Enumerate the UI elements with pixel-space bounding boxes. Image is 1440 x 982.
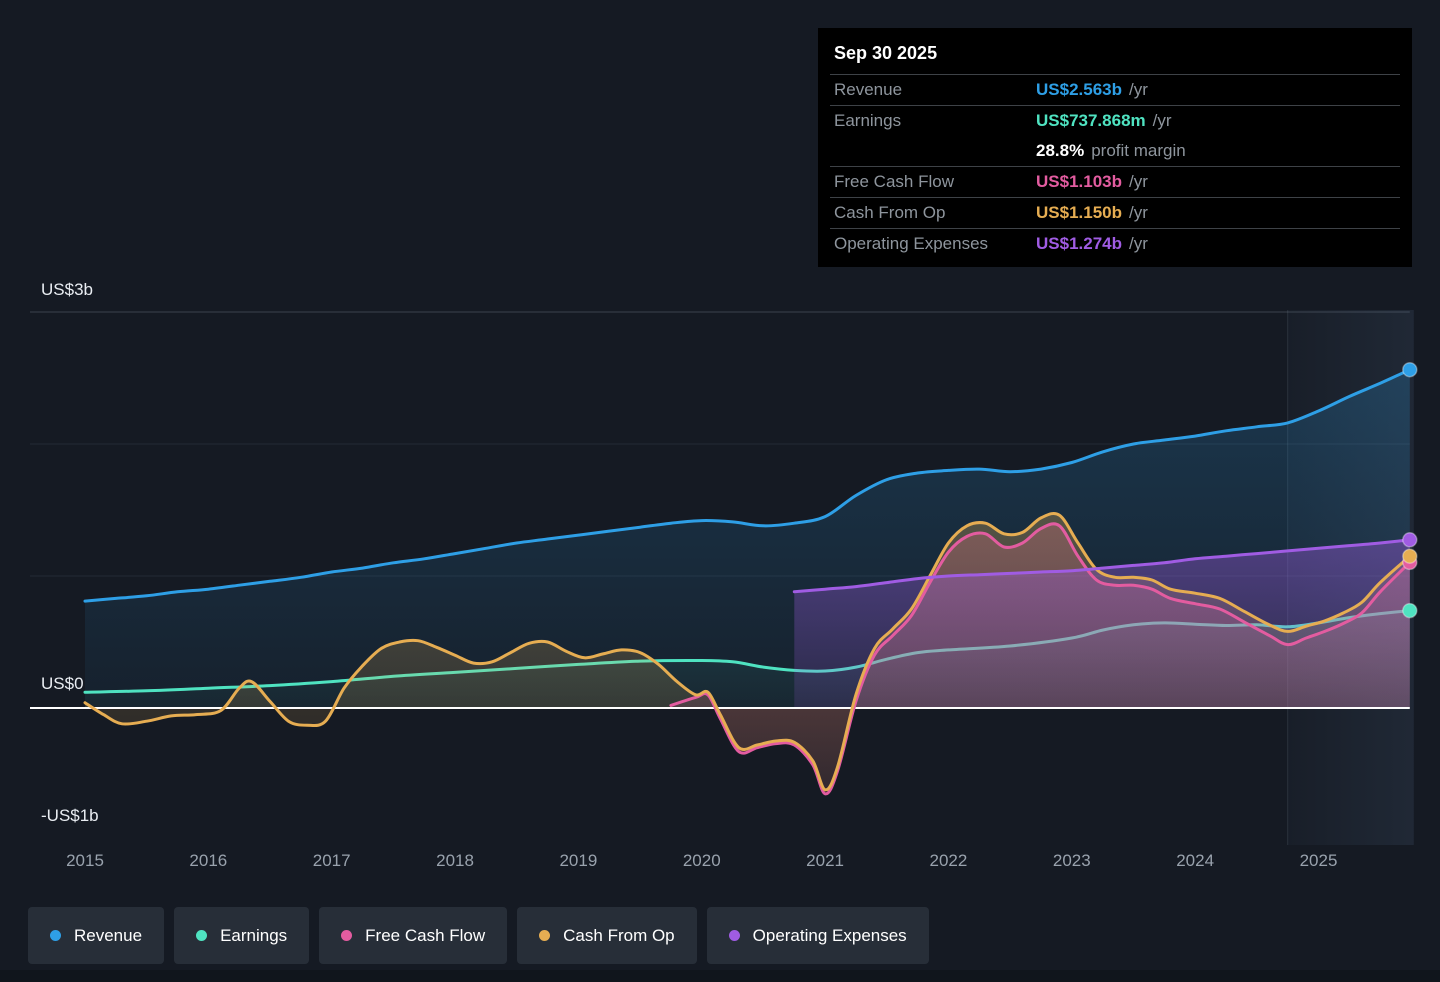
tooltip-separator <box>830 166 1400 167</box>
x-axis: 2015 2016 2017 2018 2019 2020 2021 2022 2023 2024… <box>0 851 1440 875</box>
revenue-line <box>83 368 1412 603</box>
earnings-end-dot[interactable] <box>1402 602 1418 619</box>
legend-item-label: Earnings <box>220 925 288 945</box>
tooltip-rows: Revenue US$2.563b/yr Earnings US$737.868m/y… <box>818 74 1412 259</box>
y-axis-label-top: US$3b <box>41 280 93 299</box>
tooltip-row-earnings: Earnings US$737.868m/yr <box>818 106 1412 136</box>
x-tick-2018: 2018 <box>436 851 474 870</box>
tooltip-row-value: US$1.274b <box>1036 234 1122 253</box>
tooltip-row-value: US$1.103b <box>1036 172 1122 191</box>
legend-item-free-cash-flow[interactable]: Free Cash Flow <box>319 907 508 964</box>
y-axis-label-zero: US$0 <box>41 674 84 693</box>
operating-expenses-dot-icon <box>728 930 740 941</box>
x-tick-2019: 2019 <box>559 851 598 870</box>
x-tick-2022: 2022 <box>929 851 968 870</box>
x-tick-2024: 2024 <box>1176 851 1215 870</box>
legend-item-earnings[interactable]: Earnings <box>174 907 310 964</box>
revenue-dot-icon <box>50 930 61 941</box>
cash-from-op-line <box>83 512 1412 792</box>
x-tick-2020: 2020 <box>682 851 721 870</box>
tooltip-row-suffix: profit margin <box>1091 141 1186 160</box>
revenue-end-dot[interactable] <box>1402 361 1418 378</box>
chart-legend: Revenue Earnings Free Cash Flow Cash From O… <box>28 907 929 964</box>
x-tick-2017: 2017 <box>312 851 351 870</box>
legend-item-label: Revenue <box>74 925 143 945</box>
cash-from-op-end-dot[interactable] <box>1402 548 1418 564</box>
tooltip-separator <box>830 197 1400 198</box>
operating-expenses-end-dot[interactable] <box>1402 532 1418 548</box>
tooltip-row-suffix: /yr <box>1129 203 1148 222</box>
free-cash-flow-line <box>669 522 1412 796</box>
tooltip-row-profit-margin: 28.8% profit margin <box>818 136 1412 166</box>
legend-item-cash-from-op[interactable]: Cash From Op <box>517 907 697 964</box>
legend-item-operating-expenses[interactable]: Operating Expenses <box>706 907 929 964</box>
operating-expenses-area <box>794 539 1410 708</box>
tooltip-row-label: Free Cash Flow <box>834 172 954 191</box>
operating-expenses-line <box>792 538 1412 594</box>
earnings-dot-icon <box>196 930 208 941</box>
tooltip-row-suffix: /yr <box>1129 80 1148 99</box>
x-tick-2021: 2021 <box>806 851 844 870</box>
legend-item-label: Free Cash Flow <box>365 925 486 945</box>
legend-item-revenue[interactable]: Revenue <box>28 907 165 964</box>
free-cash-flow-dot-icon <box>341 930 353 941</box>
x-tick-2023: 2023 <box>1052 851 1091 870</box>
tooltip-separator <box>830 74 1400 75</box>
tooltip-row-suffix: /yr <box>1129 234 1148 253</box>
tooltip-row-cash-from-op: Cash From Op US$1.150b/yr <box>818 198 1412 228</box>
legend-item-label: Cash From Op <box>563 925 675 945</box>
tooltip-date: Sep 30 2025 <box>834 43 938 63</box>
tooltip-row-label: Revenue <box>834 80 903 99</box>
tooltip-separator <box>830 105 1400 106</box>
tooltip-row-operating-expenses: Operating Expenses US$1.274b/yr <box>818 229 1412 259</box>
tooltip-row-label: Cash From Op <box>834 203 946 222</box>
y-axis-label-bottom: -US$1b <box>41 806 99 825</box>
tooltip-row-value: US$1.150b <box>1036 203 1122 222</box>
tooltip-row-label: Operating Expenses <box>834 234 989 253</box>
tooltip-row-value: US$2.563b <box>1036 80 1122 99</box>
tooltip-separator <box>830 228 1400 229</box>
tooltip-row-value: 28.8% <box>1036 141 1085 160</box>
x-tick-2025: 2025 <box>1299 851 1338 870</box>
chart-canvas[interactable] <box>0 280 1440 880</box>
cash-from-op-dot-icon <box>539 930 551 941</box>
x-tick-2016: 2016 <box>189 851 228 870</box>
legend-item-label: Operating Expenses <box>752 925 907 945</box>
x-tick-2015: 2015 <box>66 851 104 870</box>
tooltip-row-suffix: /yr <box>1152 111 1172 130</box>
tooltip-row-label: Earnings <box>834 111 902 130</box>
tooltip-row-suffix: /yr <box>1129 172 1148 191</box>
bottom-strip <box>0 970 1440 982</box>
tooltip-row-free-cash-flow: Free Cash Flow US$1.103b/yr <box>818 167 1412 197</box>
tooltip-row-value: US$737.868m <box>1036 111 1146 130</box>
tooltip-row-revenue: Revenue US$2.563b/yr <box>818 75 1412 105</box>
chart-tooltip: Sep 30 2025 Revenue US$2.563b/yr Earnings U… <box>818 28 1412 267</box>
